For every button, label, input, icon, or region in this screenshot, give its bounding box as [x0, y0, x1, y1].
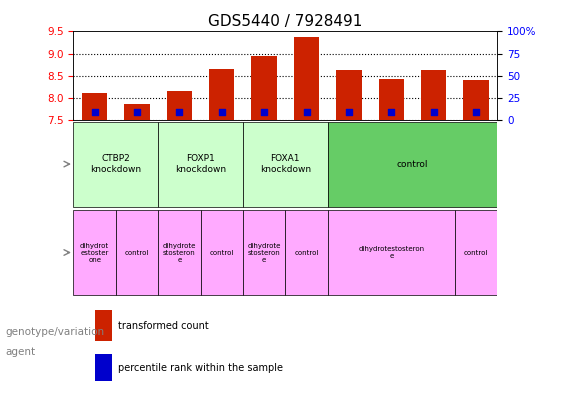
FancyBboxPatch shape — [201, 210, 243, 295]
Bar — [379, 79, 404, 120]
Text: control: control — [210, 250, 234, 255]
Text: dihydrote
stosteron
e: dihydrote stosteron e — [247, 242, 281, 263]
Point — [90, 109, 99, 115]
Text: FOXP1
knockdown: FOXP1 knockdown — [175, 154, 226, 174]
Text: agent: agent — [6, 347, 36, 357]
Bar — [95, 354, 112, 381]
Title: GDS5440 / 7928491: GDS5440 / 7928491 — [208, 14, 363, 29]
FancyBboxPatch shape — [328, 210, 455, 295]
Bar — [294, 37, 319, 120]
Text: control: control — [397, 160, 428, 169]
Bar — [82, 93, 107, 120]
Point — [344, 109, 354, 115]
Point — [429, 109, 438, 115]
Bar — [95, 310, 112, 341]
Text: dihydrot
estoster
one: dihydrot estoster one — [80, 242, 109, 263]
FancyBboxPatch shape — [73, 121, 158, 207]
Bar — [463, 80, 489, 120]
Point — [302, 108, 311, 115]
Text: FOXA1
knockdown: FOXA1 knockdown — [260, 154, 311, 174]
FancyBboxPatch shape — [158, 121, 243, 207]
Text: control: control — [464, 250, 488, 255]
Bar — [167, 91, 192, 120]
Text: percentile rank within the sample: percentile rank within the sample — [118, 364, 283, 373]
Point — [386, 109, 396, 115]
Text: control: control — [125, 250, 149, 255]
FancyBboxPatch shape — [328, 121, 497, 207]
FancyBboxPatch shape — [158, 210, 201, 295]
Bar — [336, 70, 362, 120]
Bar — [124, 105, 150, 120]
FancyBboxPatch shape — [285, 210, 328, 295]
FancyBboxPatch shape — [243, 121, 328, 207]
Point — [175, 109, 184, 115]
Text: CTBP2
knockdown: CTBP2 knockdown — [90, 154, 141, 174]
Bar — [251, 56, 277, 120]
Bar — [209, 69, 234, 120]
Text: dihydrote
stosteron
e: dihydrote stosteron e — [163, 242, 196, 263]
Point — [217, 109, 226, 115]
Text: transformed count: transformed count — [118, 321, 208, 331]
Bar — [421, 70, 446, 120]
FancyBboxPatch shape — [243, 210, 285, 295]
FancyBboxPatch shape — [73, 210, 116, 295]
FancyBboxPatch shape — [116, 210, 158, 295]
Point — [132, 109, 141, 115]
FancyBboxPatch shape — [455, 210, 497, 295]
Point — [259, 109, 269, 115]
Point — [471, 109, 480, 115]
Text: control: control — [294, 250, 319, 255]
Text: dihydrotestosteron
e: dihydrotestosteron e — [358, 246, 424, 259]
Text: genotype/variation: genotype/variation — [6, 327, 105, 337]
